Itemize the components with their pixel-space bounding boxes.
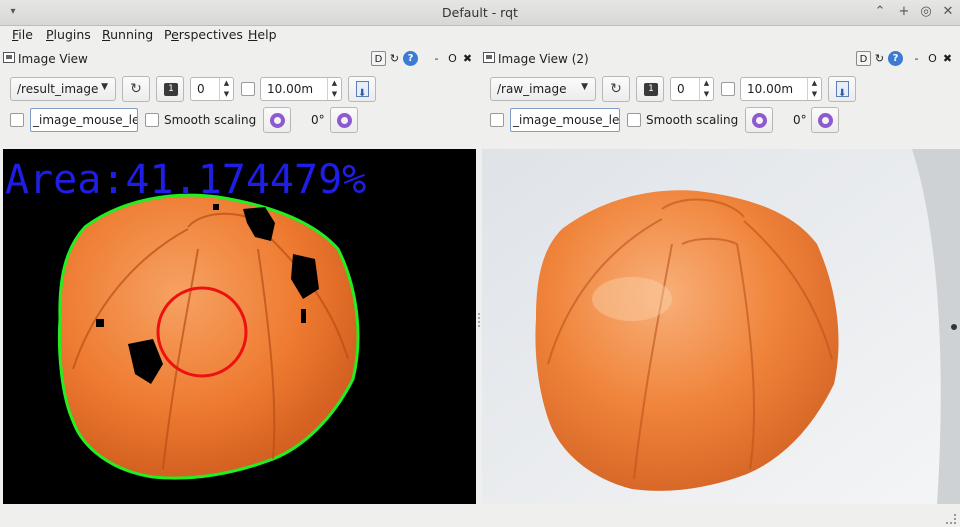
dynamic-range-checkbox[interactable]	[721, 82, 735, 96]
mouse-topic-input[interactable]: _image_mouse_left	[510, 108, 620, 132]
float-dock-icon[interactable]: O	[928, 52, 937, 65]
rotate-left-button[interactable]	[745, 107, 773, 133]
close-window-icon[interactable]: ✕	[942, 4, 954, 19]
rotation-label: 0°	[311, 113, 325, 127]
dock-title-label: Image View	[18, 52, 88, 66]
restore-icon[interactable]: ◎	[920, 4, 932, 19]
mouse-publish-checkbox[interactable]	[10, 113, 24, 127]
mouse-publish-checkbox[interactable]	[490, 113, 504, 127]
chevron-down-icon: ▼	[101, 82, 108, 92]
rotate-left-icon	[270, 113, 285, 128]
dock-splitter[interactable]	[476, 48, 482, 504]
save-icon	[356, 81, 369, 106]
splitter-handle-icon	[478, 313, 480, 327]
smooth-scaling-label: Smooth scaling	[646, 113, 739, 127]
spin-arrows-icon[interactable]: ▲ ▼	[807, 78, 821, 100]
raw-image-view[interactable]	[482, 149, 960, 504]
window-titlebar: ▾ Default - rqt ⌃ + ◎ ✕	[0, 0, 960, 26]
menu-file[interactable]: File	[12, 27, 33, 42]
topic-combo-value: /result_image	[17, 82, 99, 96]
raw-image	[482, 149, 960, 504]
area-overlay-text: Area:41.174479%	[5, 157, 366, 203]
maximize-icon[interactable]: +	[898, 4, 910, 19]
save-icon	[836, 81, 849, 106]
plugin-icon	[483, 52, 495, 63]
close-dock-icon[interactable]: ✖	[462, 52, 473, 65]
ball-raw	[535, 190, 839, 491]
mouse-topic-value: _image_mouse_left	[513, 113, 620, 127]
plugin-icon	[3, 52, 15, 63]
minimize-dock-icon[interactable]: -	[914, 52, 919, 65]
refresh-topics-button[interactable]: ↻	[122, 76, 150, 102]
number-icon: 1	[644, 83, 658, 96]
number-mode-button[interactable]: 1	[156, 76, 184, 102]
number-spinbox-value: 0	[677, 82, 685, 96]
smooth-scaling-checkbox[interactable]	[627, 113, 641, 127]
reload-icon[interactable]: ↻	[389, 52, 400, 65]
save-image-button[interactable]	[348, 76, 376, 106]
dock-d-button[interactable]: D	[371, 51, 386, 66]
menu-running[interactable]: Running	[102, 27, 154, 42]
rotate-right-icon	[337, 113, 352, 128]
dock-title-image-view-1: Image View D ↻ ? - O ✖	[3, 49, 475, 69]
resize-grip-icon[interactable]	[946, 514, 956, 524]
max-range-value: 10.00m	[747, 82, 794, 96]
topic-combo-value: /raw_image	[497, 82, 567, 96]
shade-icon[interactable]: ⌃	[874, 4, 886, 19]
rotate-left-icon	[752, 113, 767, 128]
help-icon[interactable]: ?	[403, 51, 418, 66]
dock-title-image-view-2: Image View (2) D ↻ ? - O ✖	[483, 49, 955, 69]
refresh-icon: ↻	[610, 81, 622, 97]
float-dock-icon[interactable]: O	[448, 52, 457, 65]
spin-arrows-icon[interactable]: ▲ ▼	[699, 78, 713, 100]
max-range-spinbox[interactable]: 10.00m ▲ ▼	[740, 77, 822, 101]
window-menu-icon[interactable]: ▾	[10, 6, 16, 17]
number-spinbox[interactable]: 0 ▲ ▼	[670, 77, 714, 101]
number-mode-button[interactable]: 1	[636, 76, 664, 102]
result-image: Area:41.174479%	[5, 157, 366, 480]
tracking-circle	[156, 286, 248, 378]
rotation-label: 0°	[793, 113, 807, 127]
refresh-topics-button[interactable]: ↻	[602, 76, 630, 102]
dock-d-button[interactable]: D	[856, 51, 871, 66]
max-range-value: 10.00m	[267, 82, 314, 96]
window-title: Default - rqt	[442, 5, 518, 20]
dynamic-range-checkbox[interactable]	[241, 82, 255, 96]
reload-icon[interactable]: ↻	[874, 52, 885, 65]
rotate-left-button[interactable]	[263, 107, 291, 133]
rotate-right-button[interactable]	[811, 107, 839, 133]
status-bar	[0, 504, 960, 527]
help-icon[interactable]: ?	[888, 51, 903, 66]
spin-arrows-icon[interactable]: ▲ ▼	[327, 78, 341, 100]
topic-combo[interactable]: /raw_image ▼	[490, 77, 596, 101]
number-spinbox[interactable]: 0 ▲ ▼	[190, 77, 234, 101]
spin-arrows-icon[interactable]: ▲ ▼	[219, 78, 233, 100]
smooth-scaling-checkbox[interactable]	[145, 113, 159, 127]
mouse-topic-input[interactable]: _image_mouse_left	[30, 108, 138, 132]
rotate-right-icon	[818, 113, 833, 128]
result-image-view[interactable]: Area:41.174479%	[3, 149, 476, 504]
mouse-topic-value: _image_mouse_left	[33, 113, 138, 127]
ball-mask	[57, 193, 360, 480]
menu-plugins[interactable]: Plugins	[46, 27, 91, 42]
topic-combo[interactable]: /result_image ▼	[10, 77, 116, 101]
number-spinbox-value: 0	[197, 82, 205, 96]
smooth-scaling-label: Smooth scaling	[164, 113, 257, 127]
refresh-icon: ↻	[130, 81, 142, 97]
save-image-button[interactable]	[828, 76, 856, 106]
dock-title-label: Image View (2)	[498, 52, 589, 66]
menu-perspectives[interactable]: Perspectives	[164, 27, 243, 42]
rotate-right-button[interactable]	[330, 107, 358, 133]
chevron-down-icon: ▼	[581, 82, 588, 92]
max-range-spinbox[interactable]: 10.00m ▲ ▼	[260, 77, 342, 101]
number-icon: 1	[164, 83, 178, 96]
menu-help[interactable]: Help	[248, 27, 277, 42]
minimize-dock-icon[interactable]: -	[434, 52, 439, 65]
menubar: File Plugins Running Perspectives Help	[0, 26, 960, 48]
close-dock-icon[interactable]: ✖	[942, 52, 953, 65]
